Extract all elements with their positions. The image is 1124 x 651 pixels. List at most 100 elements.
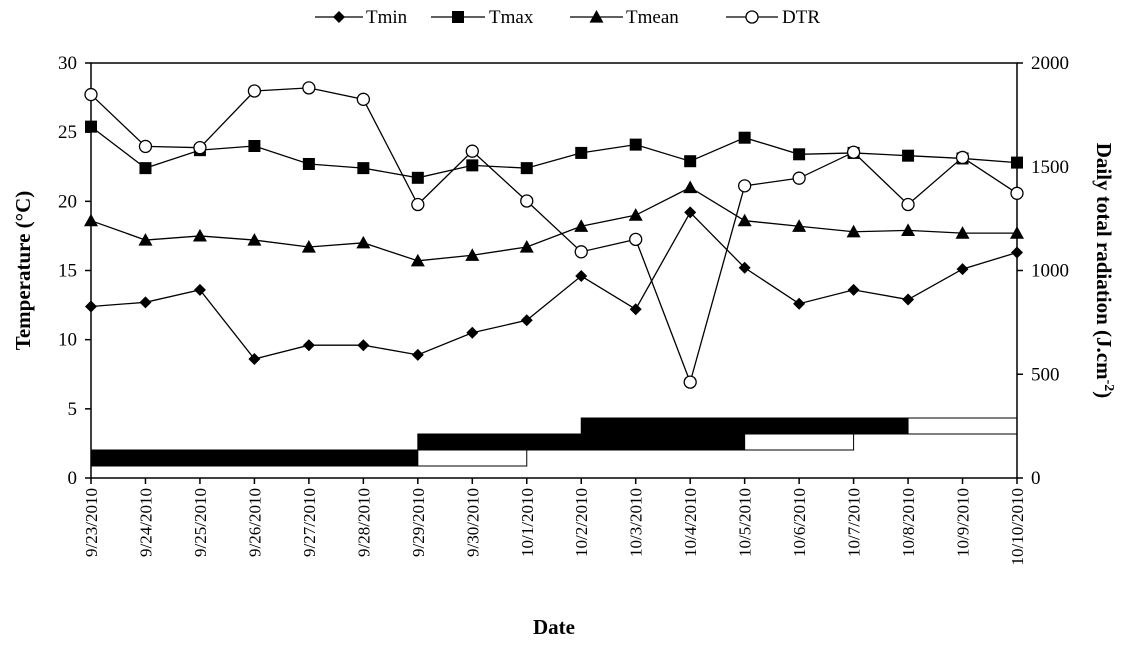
- left-tick-label: 10: [58, 330, 77, 351]
- point-dtr: [465, 144, 479, 158]
- period-bar-filled: [90, 449, 419, 467]
- point-tmin: [520, 314, 533, 327]
- point-tmin: [956, 263, 969, 276]
- point-tmax: [1011, 156, 1023, 169]
- point-tmax: [629, 138, 642, 151]
- point-tmin: [85, 300, 97, 313]
- legend-label: DTR: [782, 7, 820, 28]
- point-dtr: [302, 81, 316, 95]
- point-tmax: [357, 162, 370, 175]
- point-dtr: [955, 150, 970, 165]
- point-tmin: [902, 293, 915, 306]
- point-dtr: [683, 375, 697, 389]
- left-tick-label: 0: [68, 468, 78, 489]
- left-axis: 0 5 10 15 20 25 30: [58, 53, 91, 489]
- point-tmax: [411, 171, 424, 184]
- x-tick-label: 9/29/2010: [409, 488, 428, 557]
- x-axis: 9/23/2010 9/24/2010 9/25/2010 9/26/2010 9/27…: [82, 478, 1027, 565]
- point-tmin: [248, 353, 261, 366]
- point-tmin: [629, 303, 642, 316]
- right-tick-label: 1000: [1031, 261, 1069, 282]
- series-line-tmax: [90, 126, 1018, 179]
- left-tick-label: 15: [58, 261, 77, 282]
- point-tmin: [466, 326, 479, 339]
- point-dtr: [520, 194, 534, 208]
- x-tick-label: 10/9/2010: [954, 488, 973, 557]
- point-dtr: [247, 84, 262, 98]
- series-line-dtr: [90, 87, 1018, 385]
- point-tmean: [628, 208, 643, 221]
- plot-frame: [90, 62, 1018, 479]
- point-tmin: [302, 339, 315, 352]
- point-tmax: [902, 149, 915, 162]
- x-tick-label: 9/23/2010: [82, 488, 101, 557]
- x-tick-label: 9/26/2010: [245, 488, 264, 557]
- point-tmax: [85, 120, 97, 133]
- x-tick-label: 9/25/2010: [191, 488, 210, 557]
- point-tmean: [84, 213, 98, 227]
- legend-label: Tmean: [626, 7, 679, 28]
- point-tmax: [684, 155, 697, 168]
- point-tmean: [574, 219, 589, 232]
- x-tick-label: 10/7/2010: [845, 488, 864, 557]
- point-tmax: [738, 131, 751, 144]
- period-bar-open: [417, 449, 528, 467]
- y2-axis-title-sup: -2: [1101, 380, 1116, 392]
- legend-item-tmin: Tmin: [315, 7, 408, 28]
- point-dtr: [901, 197, 915, 212]
- point-tmean: [247, 233, 262, 246]
- point-tmax: [302, 157, 315, 170]
- point-tmax: [248, 140, 261, 152]
- right-tick-label: 1500: [1031, 157, 1069, 178]
- point-tmax: [466, 159, 479, 172]
- legend: Tmin Tmax Tmean DTR: [315, 7, 820, 28]
- x-tick-label: 10/2/2010: [572, 488, 591, 557]
- point-dtr: [84, 87, 98, 102]
- x-tick-label: 10/5/2010: [736, 488, 755, 557]
- legend-item-tmean: Tmean: [570, 7, 679, 28]
- y2-axis-title-close: ): [1092, 391, 1116, 398]
- point-tmin: [575, 270, 588, 283]
- left-tick-label: 5: [68, 399, 78, 420]
- point-dtr: [792, 171, 806, 185]
- x-tick-label: 10/6/2010: [790, 488, 809, 557]
- x-tick-label: 9/27/2010: [300, 488, 319, 557]
- point-tmean: [519, 239, 534, 253]
- point-tmean: [356, 235, 371, 249]
- legend-item-dtr: DTR: [726, 7, 820, 28]
- point-dtr: [411, 197, 425, 212]
- period-bar-open: [907, 417, 1018, 435]
- x-tick-label: 10/1/2010: [518, 488, 537, 557]
- x-tick-label: 9/24/2010: [136, 488, 155, 557]
- point-dtr: [356, 92, 371, 106]
- y-axis-title: Temperature (°C): [11, 191, 35, 350]
- series-line-tmin: [90, 211, 1018, 360]
- right-axis: 0 500 1000 1500 2000: [1017, 53, 1069, 489]
- point-tmin: [193, 283, 206, 296]
- legend-item-tmax: Tmax: [431, 7, 534, 28]
- point-tmin: [684, 206, 697, 219]
- point-tmean: [410, 253, 425, 267]
- legend-marker: [745, 10, 759, 24]
- left-tick-label: 25: [58, 122, 77, 143]
- point-tmean: [1010, 226, 1024, 239]
- series-layer: [84, 81, 1024, 389]
- y2-axis-title-main: Daily total radiation (J.cm: [1092, 143, 1116, 380]
- period-bar-filled: [580, 417, 909, 435]
- point-tmean: [683, 180, 698, 194]
- point-tmin: [411, 348, 424, 361]
- point-tmin: [139, 296, 152, 309]
- point-tmin: [357, 339, 370, 352]
- x-tick-label: 10/3/2010: [627, 488, 646, 557]
- point-dtr: [846, 145, 861, 159]
- legend-marker: [333, 11, 345, 23]
- point-dtr: [629, 232, 643, 247]
- x-tick-label: 9/30/2010: [463, 488, 482, 557]
- point-tmean: [792, 219, 807, 232]
- right-tick-label: 0: [1031, 468, 1041, 489]
- point-tmin: [793, 297, 806, 310]
- period-bar-filled: [417, 433, 746, 451]
- point-tmean: [138, 233, 153, 246]
- point-dtr: [1010, 186, 1024, 200]
